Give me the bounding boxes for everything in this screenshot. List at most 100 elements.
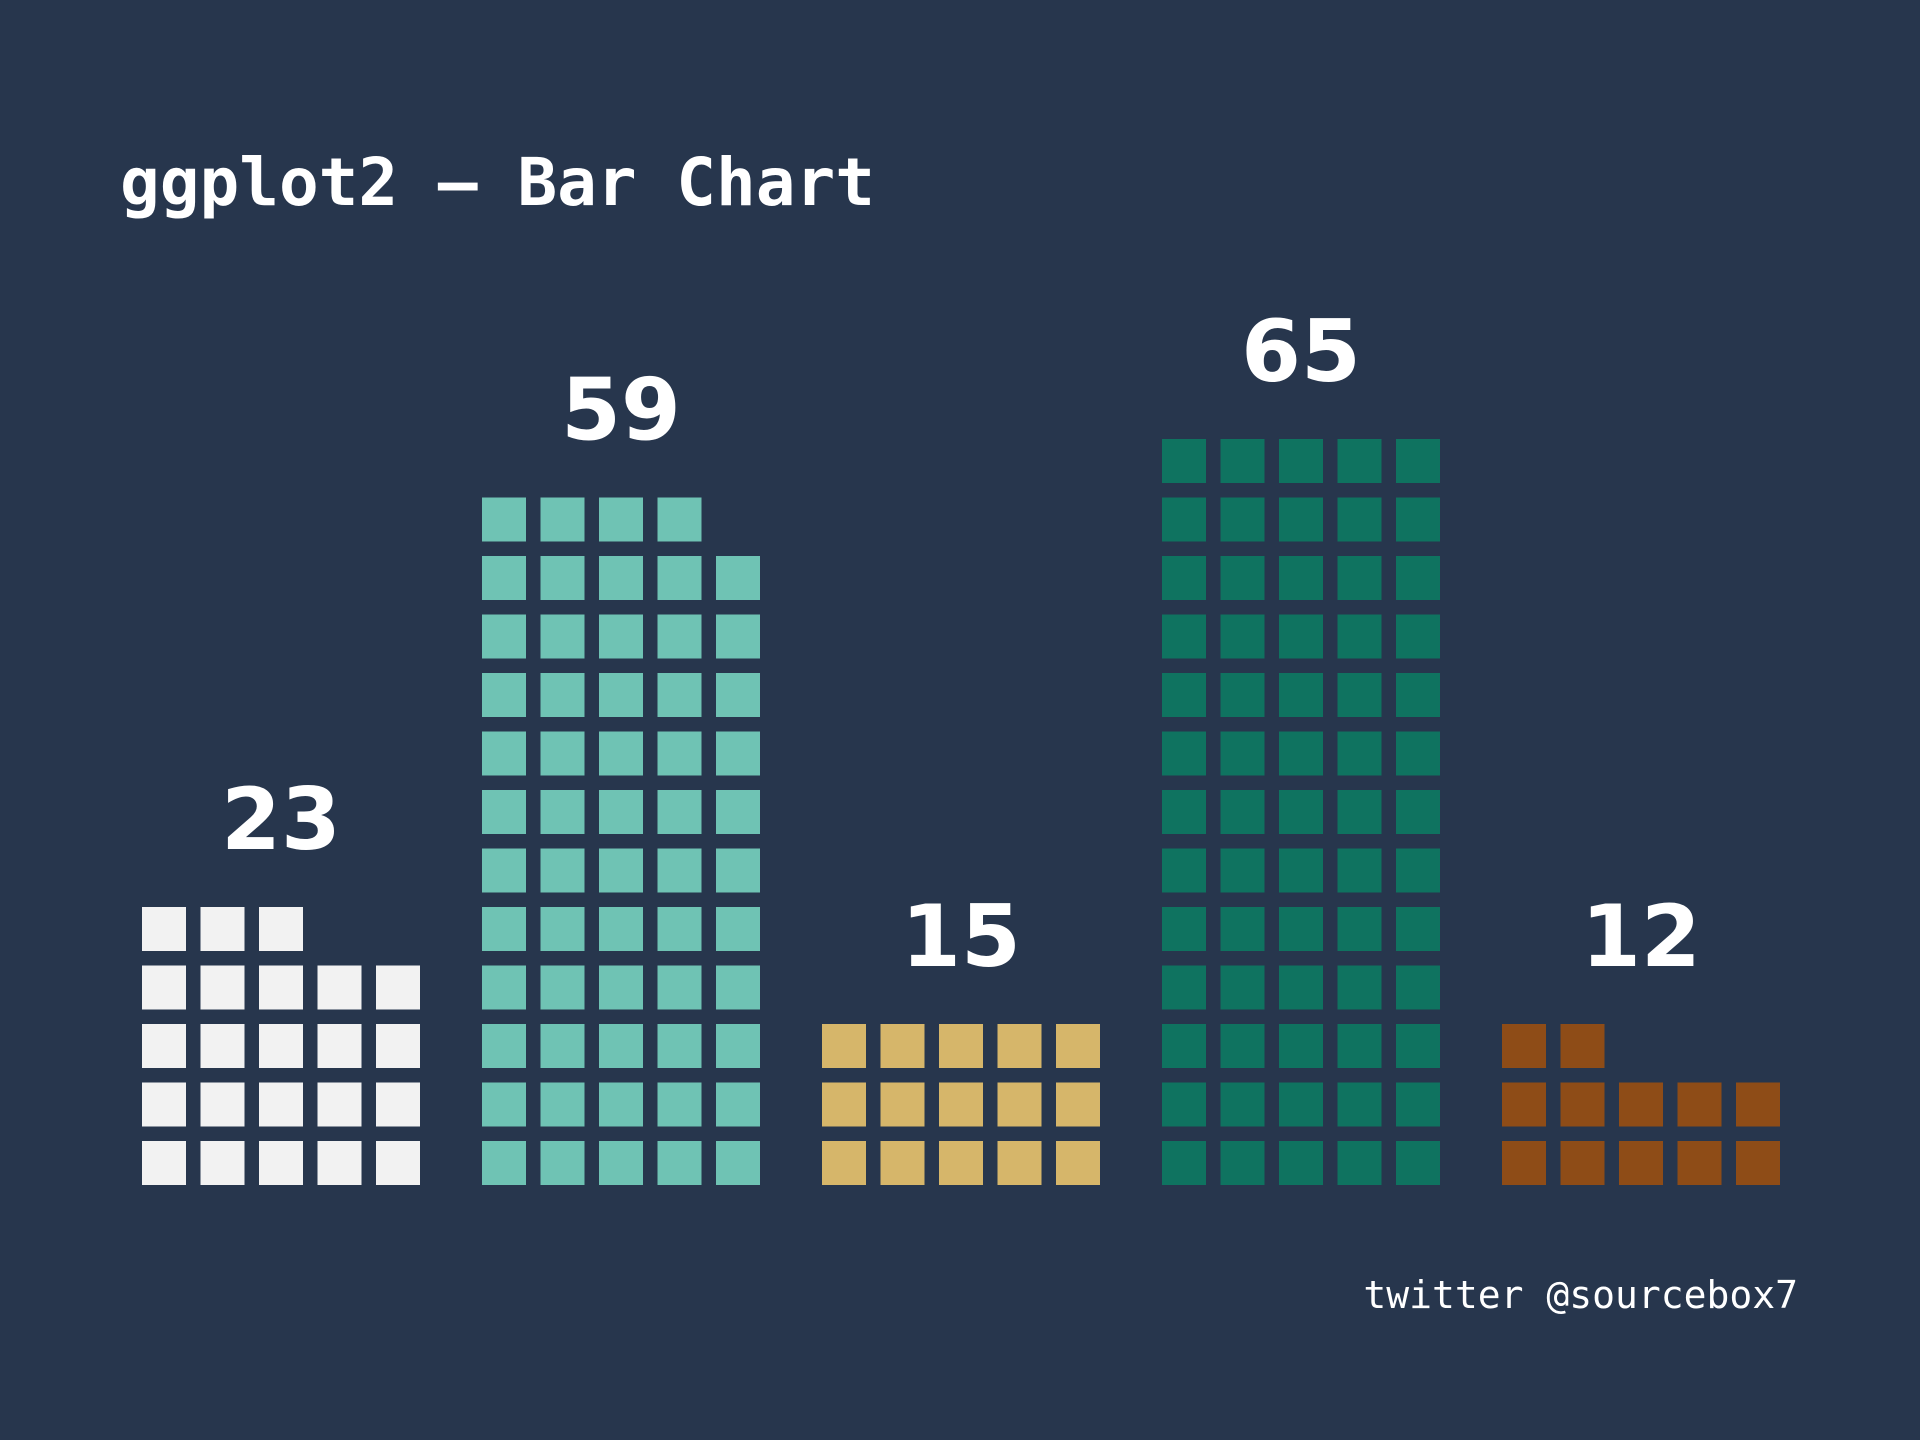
- bar-2-unit-square: [716, 731, 760, 776]
- bar-4-unit-square: [1337, 439, 1382, 483]
- bar-4-unit-square: [1220, 1082, 1265, 1127]
- bar-2-unit-square: [599, 907, 643, 951]
- bar-2-unit-square: [657, 965, 702, 1010]
- bar-2-unit-square: [657, 673, 702, 717]
- bar-4-unit-square: [1162, 731, 1206, 776]
- bar-5-unit-square: [1736, 1141, 1780, 1185]
- bar-4-unit-square: [1396, 790, 1440, 834]
- bar-4-unit-square: [1279, 790, 1323, 834]
- bar-1-unit-square: [200, 907, 245, 951]
- bar-4-unit-square: [1337, 673, 1382, 717]
- bar-2-unit-square: [540, 614, 585, 659]
- bar-1-unit-square: [142, 1024, 186, 1068]
- bar-4-unit-square: [1279, 1082, 1323, 1127]
- bar-1-unit-square: [259, 1141, 303, 1185]
- chart-title: ggplot2 – Bar Chart: [120, 144, 875, 221]
- bar-1-unit-square: [259, 1082, 303, 1127]
- bar-4-unit-square: [1337, 907, 1382, 951]
- bar-4-unit-square: [1337, 1082, 1382, 1127]
- bar-2-unit-square: [540, 965, 585, 1010]
- bar-4-unit-square: [1279, 1141, 1323, 1185]
- bar-4-unit-square: [1396, 907, 1440, 951]
- bar-4-unit-square: [1396, 556, 1440, 600]
- bar-4-unit-square: [1396, 1024, 1440, 1068]
- bar-2-unit-square: [482, 1024, 526, 1068]
- bar-4: [1162, 439, 1440, 1185]
- bar-4-unit-square: [1337, 497, 1382, 542]
- bar-2-unit-square: [540, 1082, 585, 1127]
- bar-3-unit-square: [880, 1082, 925, 1127]
- bar-4-unit-square: [1220, 1141, 1265, 1185]
- bar-2-unit-square: [599, 556, 643, 600]
- bar-2-unit-square: [716, 1082, 760, 1127]
- bar-4-unit-square: [1162, 1024, 1206, 1068]
- bar-1-unit-square: [200, 965, 245, 1010]
- bar-1-unit-square: [142, 907, 186, 951]
- bar-4-unit-square: [1396, 1141, 1440, 1185]
- bar-2-unit-square: [657, 614, 702, 659]
- bar-4-unit-square: [1220, 907, 1265, 951]
- bar-3-unit-square: [880, 1141, 925, 1185]
- bar-5-unit-square: [1677, 1082, 1722, 1127]
- bar-4-unit-square: [1279, 1024, 1323, 1068]
- bar-4-unit-square: [1220, 1024, 1265, 1068]
- bar-4-unit-square: [1396, 848, 1440, 893]
- bar-1-unit-square: [259, 907, 303, 951]
- bar-3-unit-square: [822, 1082, 866, 1127]
- bar-2-unit-square: [599, 497, 643, 542]
- bar-5-unit-square: [1619, 1082, 1663, 1127]
- bar-2-unit-square: [599, 848, 643, 893]
- bar-3-unit-square: [997, 1141, 1042, 1185]
- bar-5-unit-square: [1502, 1141, 1546, 1185]
- bar-2-unit-square: [716, 673, 760, 717]
- bar-5-unit-square: [1560, 1082, 1605, 1127]
- bar-2-unit-square: [540, 790, 585, 834]
- bar-4-unit-square: [1396, 965, 1440, 1010]
- bar-2-unit-square: [657, 556, 702, 600]
- bar-4-unit-square: [1220, 965, 1265, 1010]
- bar-4-unit-square: [1220, 731, 1265, 776]
- bar-1-unit-square: [200, 1082, 245, 1127]
- caption-credit: twitter @sourcebox7: [1363, 1273, 1798, 1317]
- bar-2-unit-square: [599, 790, 643, 834]
- data-label-bar-4: 65: [1241, 302, 1361, 402]
- bar-4-unit-square: [1162, 673, 1206, 717]
- bar-2-unit-square: [540, 848, 585, 893]
- bar-1-unit-square: [376, 1082, 420, 1127]
- bar-2-unit-square: [482, 907, 526, 951]
- bar-3-unit-square: [997, 1082, 1042, 1127]
- bar-2-unit-square: [599, 614, 643, 659]
- data-label-bar-3: 15: [901, 887, 1021, 987]
- bar-5-unit-square: [1677, 1141, 1722, 1185]
- bar-4-unit-square: [1220, 790, 1265, 834]
- bar-4-unit-square: [1337, 731, 1382, 776]
- bar-4-unit-square: [1279, 731, 1323, 776]
- bar-4-unit-square: [1162, 1141, 1206, 1185]
- bar-1-unit-square: [376, 965, 420, 1010]
- bar-4-unit-square: [1337, 965, 1382, 1010]
- bar-2-unit-square: [482, 556, 526, 600]
- bar-5-unit-square: [1619, 1141, 1663, 1185]
- bar-1-unit-square: [317, 1024, 362, 1068]
- bar-4-unit-square: [1396, 1082, 1440, 1127]
- bar-4-unit-square: [1337, 790, 1382, 834]
- bar-4-unit-square: [1162, 556, 1206, 600]
- bar-4-unit-square: [1220, 614, 1265, 659]
- bar-5: [1502, 1024, 1780, 1185]
- bar-2-unit-square: [716, 556, 760, 600]
- data-label-bar-2: 59: [561, 361, 681, 461]
- bar-4-unit-square: [1396, 614, 1440, 659]
- bar-4-unit-square: [1279, 848, 1323, 893]
- bar-1-unit-square: [376, 1024, 420, 1068]
- bar-4-unit-square: [1396, 497, 1440, 542]
- bar-2-unit-square: [540, 1024, 585, 1068]
- bar-2-unit-square: [716, 965, 760, 1010]
- bar-4-unit-square: [1162, 497, 1206, 542]
- bar-4-unit-square: [1220, 848, 1265, 893]
- bar-4-unit-square: [1279, 614, 1323, 659]
- bar-1-unit-square: [200, 1024, 245, 1068]
- bar-4-unit-square: [1396, 673, 1440, 717]
- bar-2-unit-square: [540, 1141, 585, 1185]
- bar-1-unit-square: [317, 965, 362, 1010]
